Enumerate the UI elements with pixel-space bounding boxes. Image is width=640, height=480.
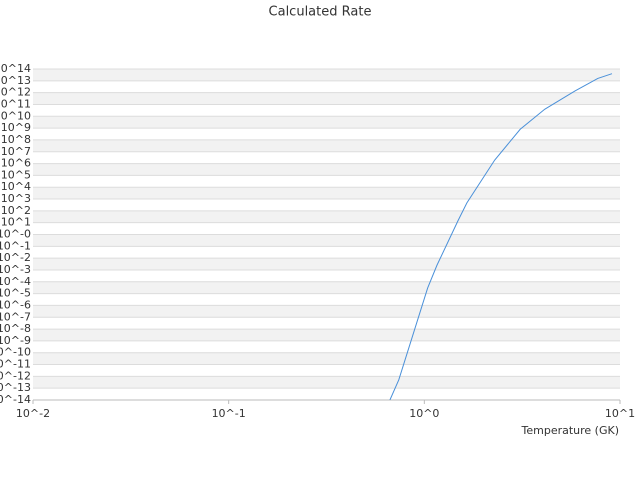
x-tick-label: 10^1 <box>605 407 635 420</box>
grid-band <box>33 281 620 294</box>
x-tick-label: 10^0 <box>409 407 439 420</box>
grid-band <box>33 116 620 129</box>
y-tick-label: 10^-2 <box>0 251 31 264</box>
grid-band <box>33 69 620 81</box>
y-tick-label: 10^-8 <box>0 322 31 335</box>
grid-band <box>33 258 620 270</box>
y-tick-label: 10^14 <box>0 62 31 75</box>
y-tick-label: 10^-5 <box>0 287 31 300</box>
y-tick-label: 10^1 <box>1 216 31 229</box>
grid-band <box>33 234 620 247</box>
grid-band <box>33 139 620 152</box>
y-tick-label: 10^-4 <box>0 275 31 288</box>
grid-band <box>33 92 620 105</box>
y-tick-label: 10^-6 <box>0 298 31 311</box>
y-tick-label: 10^9 <box>1 121 31 134</box>
y-tick-label: 10^13 <box>0 74 31 87</box>
y-tick-label: 10^10 <box>0 109 31 122</box>
grid-band <box>33 305 620 318</box>
y-tick-label: 10^5 <box>1 168 31 181</box>
grid-band <box>33 187 620 200</box>
y-tick-label: 10^-12 <box>0 369 31 382</box>
x-axis-label: Temperature (GK) <box>521 424 620 437</box>
grid-band <box>33 163 620 176</box>
y-tick-label: 10^-14 <box>0 393 31 406</box>
y-tick-label: 10^-11 <box>0 358 31 371</box>
y-tick-label: 10^7 <box>1 145 31 158</box>
y-tick-label: 10^-10 <box>0 346 31 359</box>
y-tick-label: 10^8 <box>1 133 31 146</box>
series-line <box>389 73 613 400</box>
grid-band <box>33 352 620 365</box>
grid-band <box>33 210 620 223</box>
y-tick-label: 10^-9 <box>0 334 31 347</box>
y-tick-label: 10^6 <box>1 157 31 170</box>
y-tick-label: 10^-3 <box>0 263 31 276</box>
y-tick-label: 10^3 <box>1 192 31 205</box>
y-tick-label: 10^-1 <box>0 239 31 252</box>
y-tick-label: 10^-7 <box>0 310 31 323</box>
y-tick-label: 10^12 <box>0 86 31 99</box>
y-tick-label: 10^-0 <box>0 228 31 241</box>
chart-title: Calculated Rate <box>269 5 372 20</box>
grid-band <box>33 329 620 341</box>
x-tick-label: 10^-2 <box>16 407 50 420</box>
y-tick-label: 10^2 <box>1 204 31 217</box>
y-tick-label: 10^-13 <box>0 381 31 394</box>
x-tick-label: 10^-1 <box>212 407 246 420</box>
y-tick-label: 10^11 <box>0 97 31 110</box>
y-tick-label: 10^4 <box>1 180 31 193</box>
grid-band <box>33 376 620 389</box>
